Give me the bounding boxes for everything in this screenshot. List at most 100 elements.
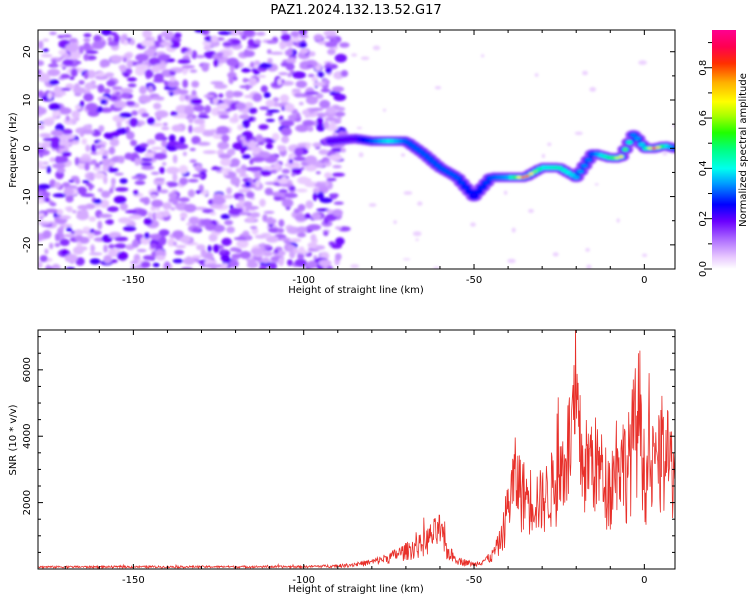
heatmap-cell xyxy=(135,63,149,70)
heatmap-cell xyxy=(313,34,324,41)
snr-xlabel: Height of straight line (km) xyxy=(288,584,424,595)
heatmap-cell xyxy=(84,162,90,171)
heatmap-cell xyxy=(43,197,51,203)
heatmap-cell xyxy=(162,161,167,166)
ridge-cell xyxy=(369,139,375,143)
heatmap-cell xyxy=(39,255,48,263)
heatmap-cell xyxy=(75,257,85,266)
heatmap-cell xyxy=(222,171,229,176)
heatmap-cell xyxy=(68,138,74,143)
ridge-cell xyxy=(373,139,379,143)
ridge-cell xyxy=(475,190,481,194)
heatmap-cell xyxy=(163,122,168,126)
heatmap-cell xyxy=(528,208,534,213)
heatmap-cell xyxy=(191,80,200,88)
heatmap-cell xyxy=(52,163,66,169)
heatmap-cell xyxy=(132,176,141,180)
heatmap-cell xyxy=(147,117,155,125)
heatmap-cell xyxy=(134,180,146,185)
ridge-cell xyxy=(430,160,436,164)
heatmap-cell xyxy=(192,174,204,178)
heatmap-cell xyxy=(324,172,332,179)
heatmap-cell xyxy=(383,108,386,112)
heatmap-cell xyxy=(141,39,155,47)
heatmap-cell xyxy=(82,226,91,232)
heatmap-cell xyxy=(89,228,95,234)
heatmap-cell xyxy=(133,189,139,196)
heatmap-cell xyxy=(511,227,516,233)
heatmap-cell xyxy=(130,260,139,265)
heatmap-cell xyxy=(103,254,112,264)
ridge-cell xyxy=(614,156,620,160)
heatmap-cell xyxy=(331,86,345,93)
heatmap-cell xyxy=(101,190,111,198)
heatmap-cell xyxy=(69,76,75,80)
heatmap-cell xyxy=(312,192,317,202)
heatmap-cell xyxy=(45,208,58,214)
heatmap-cell xyxy=(276,228,285,234)
ridge-cell xyxy=(635,137,640,141)
heatmap-cell xyxy=(64,134,76,139)
heatmap-cell xyxy=(329,193,338,200)
heatmap-cell xyxy=(291,173,296,177)
heatmap-cell xyxy=(120,34,125,44)
heatmap-cell xyxy=(261,232,271,237)
heatmap-cell xyxy=(288,159,293,164)
colorbar-tick-label: 0.2 xyxy=(698,211,709,227)
heatmap-cell xyxy=(78,80,85,85)
heatmap-cell xyxy=(306,142,311,150)
heatmap-cell xyxy=(470,222,476,227)
heatmap-cell xyxy=(141,112,150,118)
heatmap-cell xyxy=(182,151,187,157)
heatmap-cell xyxy=(228,75,234,85)
heatmap-cell xyxy=(213,83,228,89)
heatmap-cell xyxy=(57,35,65,39)
ridge-cell xyxy=(549,166,554,170)
heatmap-cell xyxy=(134,157,140,166)
heatmap-cell xyxy=(221,237,232,246)
heatmap-cell xyxy=(179,177,189,186)
heatmap-cell xyxy=(103,88,111,94)
heatmap-cell xyxy=(82,180,90,184)
heatmap-cell xyxy=(265,118,275,123)
heatmap-cell xyxy=(189,159,197,164)
heatmap-cell xyxy=(311,76,319,83)
heatmap-cell xyxy=(259,264,268,269)
heatmap-cell xyxy=(108,166,114,171)
heatmap-cell xyxy=(292,71,306,79)
heatmap-cell xyxy=(106,80,116,87)
heatmap-cell xyxy=(211,107,221,116)
heatmap-cell xyxy=(209,129,218,133)
heatmap-cell xyxy=(248,107,258,114)
heatmap-cell xyxy=(48,79,60,86)
heatmap-cell xyxy=(231,91,244,98)
heatmap-cell xyxy=(236,239,249,249)
heatmap-cell xyxy=(97,220,103,230)
heatmap-cell xyxy=(350,264,360,269)
heatmap-cell xyxy=(334,53,347,63)
heatmap-cell xyxy=(154,177,166,181)
ridge-cell xyxy=(520,175,526,179)
heatmap-cell xyxy=(230,158,241,167)
heatmap-cell xyxy=(250,212,261,218)
heatmap-cell xyxy=(61,151,72,157)
heatmap-cell xyxy=(238,114,250,120)
heatmap-cell xyxy=(38,221,51,226)
heatmap-cell xyxy=(49,157,56,163)
heatmap-cell xyxy=(63,187,74,196)
heatmap-cell xyxy=(129,117,139,127)
heatmap-cell xyxy=(93,198,102,205)
heatmap-cell xyxy=(412,231,422,237)
heatmap-cell xyxy=(304,213,311,219)
snr-xtick-label: -50 xyxy=(466,575,482,586)
heatmap-cell xyxy=(88,216,97,222)
heatmap-cell xyxy=(305,200,314,209)
heatmap-cell xyxy=(109,32,118,36)
heatmap-cell xyxy=(266,39,277,44)
spectrogram-xtick-label: -50 xyxy=(466,275,482,286)
heatmap-cell xyxy=(287,73,292,78)
heatmap-cell xyxy=(189,147,196,152)
heatmap-cell xyxy=(335,237,345,246)
heatmap-cell xyxy=(103,149,109,157)
heatmap-cell xyxy=(225,90,234,99)
